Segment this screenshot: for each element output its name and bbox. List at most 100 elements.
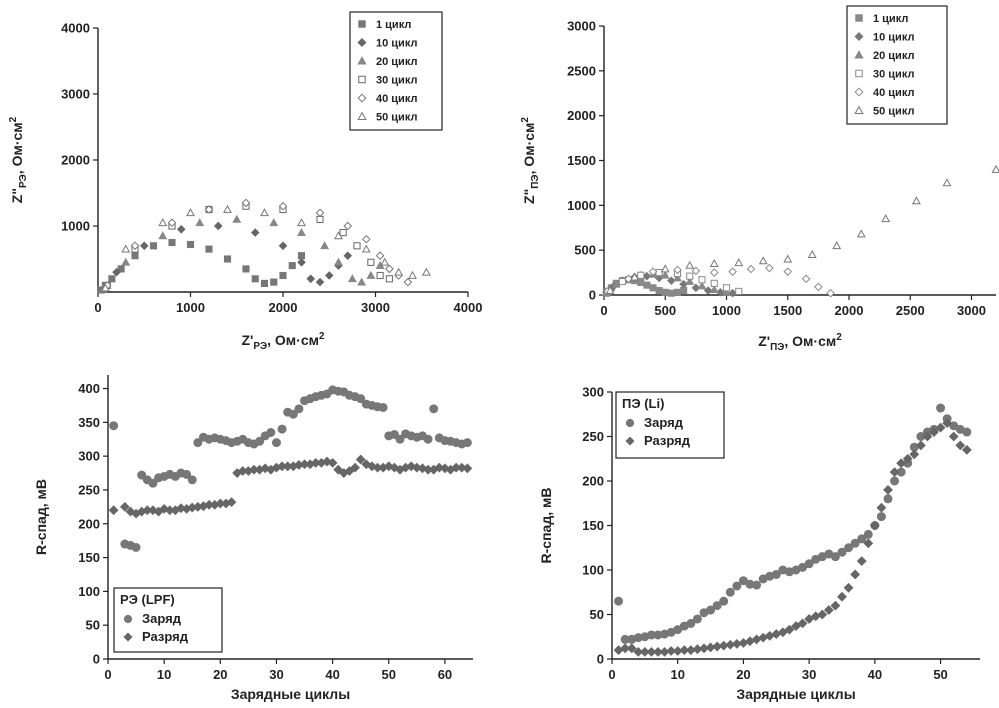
data-point — [315, 277, 325, 287]
y-tick-label: 100 — [582, 563, 604, 578]
legend-label: Заряд — [142, 611, 182, 626]
y-tick-label: 0 — [597, 652, 604, 667]
data-point — [109, 421, 119, 431]
data-point — [100, 283, 110, 292]
data-point — [242, 265, 250, 273]
x-tick-label: 40 — [868, 667, 882, 682]
legend-marker — [123, 614, 133, 624]
y-tick-label: 0 — [93, 652, 100, 667]
data-point — [856, 229, 866, 238]
data-point — [826, 288, 835, 298]
data-point — [112, 267, 121, 277]
data-point — [863, 529, 873, 539]
data-point — [462, 463, 473, 474]
data-point — [158, 218, 168, 227]
y-tick-label: 3000 — [61, 87, 90, 102]
data-point — [250, 228, 260, 237]
data-point — [255, 436, 265, 446]
y-tick-label: 250 — [582, 429, 604, 444]
data-point — [279, 271, 287, 280]
data-point — [193, 438, 203, 448]
data-point — [204, 205, 214, 214]
data-point — [830, 552, 840, 562]
data-point — [823, 605, 834, 615]
data-point — [306, 274, 316, 284]
x-tick-label: 3000 — [957, 303, 986, 318]
data-point — [357, 277, 367, 286]
legend-label: Разряд — [142, 629, 189, 644]
data-point — [843, 582, 854, 593]
legend-marker — [854, 31, 864, 42]
legend-box — [349, 11, 443, 131]
x-tick-label: 4000 — [454, 300, 483, 315]
legend-marker — [123, 632, 133, 642]
data-point — [297, 257, 306, 267]
data-point — [462, 438, 472, 448]
data-point — [375, 251, 385, 261]
data-point — [367, 258, 375, 266]
data-point — [660, 264, 670, 273]
x-tick-label: 20 — [736, 667, 750, 682]
legend-marker — [357, 93, 367, 103]
y-tick-label: 50 — [86, 618, 100, 633]
x-tick-label: 3000 — [361, 300, 390, 315]
x-tick-label: 0 — [104, 667, 111, 682]
data-point — [630, 272, 640, 281]
data-point — [712, 601, 722, 611]
data-point — [385, 275, 393, 283]
data-point — [797, 618, 808, 629]
data-point — [394, 267, 404, 276]
data-point — [991, 164, 999, 173]
data-point — [108, 505, 119, 516]
data-point — [288, 262, 296, 270]
chart-panel-tr: 0 500 1000 1500 2000 2500 3000 0 500 1000 1500 2000… — [520, 5, 999, 353]
legend-label: 10 цикл — [873, 32, 914, 44]
x-tick-label: 0 — [94, 300, 101, 315]
legend-marker — [358, 20, 366, 28]
data-point — [804, 559, 814, 569]
data-point — [108, 275, 116, 283]
data-point — [361, 244, 371, 253]
legend-marker — [357, 37, 367, 48]
series-tl-2 — [99, 214, 385, 293]
data-point — [334, 231, 343, 240]
data-point — [817, 609, 828, 620]
data-point — [955, 440, 966, 451]
data-point — [709, 284, 719, 293]
data-point — [213, 221, 223, 231]
data-point — [935, 422, 946, 433]
data-point — [408, 270, 417, 279]
data-point — [137, 470, 147, 480]
legend-box — [615, 391, 725, 459]
data-point — [195, 218, 205, 227]
data-point — [125, 506, 136, 517]
data-point — [698, 276, 706, 284]
data-point — [876, 502, 887, 513]
x-tick-label: 40 — [325, 667, 339, 682]
y-tick-label: 300 — [582, 385, 604, 400]
data-point — [667, 289, 675, 297]
legend-box — [113, 587, 223, 653]
data-point — [186, 208, 195, 217]
data-point — [942, 418, 953, 429]
data-point — [611, 279, 621, 288]
legend-tl: 1 цикл 10 цикл 20 цикл 30 цикл 40 цикл 50 цик… — [349, 11, 443, 131]
legend-title: РЭ (LPF) — [120, 592, 175, 607]
data-point — [605, 285, 615, 294]
data-point — [734, 258, 744, 267]
data-point — [962, 427, 972, 437]
data-point — [673, 265, 682, 275]
data-point — [929, 427, 939, 437]
data-point — [241, 198, 251, 208]
data-point — [343, 251, 353, 261]
data-point — [316, 215, 324, 223]
y-tick-label: 2500 — [567, 63, 596, 78]
data-point — [380, 257, 390, 266]
data-point — [121, 244, 131, 253]
series-tl-1 — [99, 221, 353, 294]
x-tick-label: 50 — [382, 667, 396, 682]
data-point — [942, 178, 952, 187]
data-point — [936, 403, 946, 413]
data-point — [725, 587, 735, 597]
data-point — [814, 282, 823, 292]
